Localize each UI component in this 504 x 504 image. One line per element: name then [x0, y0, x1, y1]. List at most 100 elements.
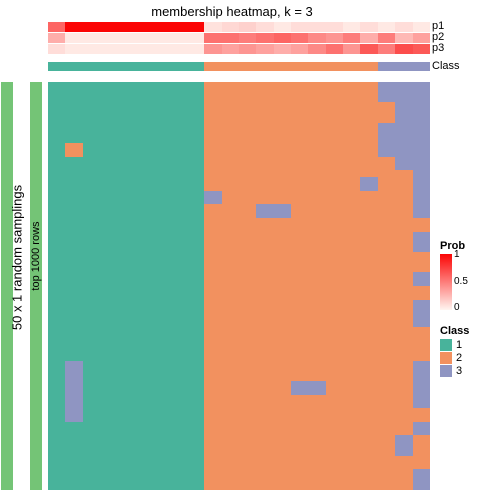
- heatmap-cell: [187, 293, 204, 300]
- heatmap-cell: [204, 374, 221, 381]
- heatmap-row: [48, 266, 430, 273]
- heatmap-cell: [291, 388, 308, 395]
- heatmap-cell: [83, 102, 100, 109]
- heatmap-cell: [378, 293, 395, 300]
- heatmap-cell: [308, 483, 325, 490]
- heatmap-cell: [135, 164, 152, 171]
- class-strip-label: Class: [432, 60, 460, 72]
- heatmap-cell: [222, 150, 239, 157]
- heatmap-cell: [83, 82, 100, 89]
- heatmap-cell: [222, 184, 239, 191]
- heatmap-cell: [326, 238, 343, 245]
- heatmap-cell: [170, 367, 187, 374]
- heatmap-cell: [256, 102, 273, 109]
- heatmap-cell: [135, 422, 152, 429]
- heatmap-cell: [360, 361, 377, 368]
- prob-cell: [326, 44, 343, 54]
- heatmap-row: [48, 170, 430, 177]
- heatmap-cell: [48, 211, 65, 218]
- heatmap-cell: [135, 476, 152, 483]
- heatmap-cell: [100, 177, 117, 184]
- heatmap-cell: [274, 293, 291, 300]
- heatmap-cell: [343, 333, 360, 340]
- heatmap-cell: [152, 150, 169, 157]
- heatmap-cell: [308, 415, 325, 422]
- heatmap-cell: [135, 184, 152, 191]
- heatmap-cell: [187, 157, 204, 164]
- heatmap-cell: [135, 306, 152, 313]
- heatmap-cell: [308, 347, 325, 354]
- heatmap-cell: [343, 483, 360, 490]
- heatmap-cell: [170, 381, 187, 388]
- heatmap-cell: [135, 198, 152, 205]
- heatmap-cell: [326, 327, 343, 334]
- prob-cell: [274, 33, 291, 43]
- heatmap-cell: [83, 361, 100, 368]
- heatmap-cell: [152, 109, 169, 116]
- prob-cell: [360, 22, 377, 32]
- heatmap-cell: [291, 204, 308, 211]
- heatmap-cell: [170, 218, 187, 225]
- heatmap-cell: [48, 238, 65, 245]
- heatmap-cell: [83, 143, 100, 150]
- heatmap-cell: [378, 429, 395, 436]
- heatmap-cell: [135, 136, 152, 143]
- heatmap-cell: [48, 89, 65, 96]
- heatmap-cell: [343, 442, 360, 449]
- heatmap-cell: [170, 157, 187, 164]
- heatmap-cell: [204, 238, 221, 245]
- heatmap-cell: [152, 252, 169, 259]
- heatmap-cell: [360, 435, 377, 442]
- heatmap-cell: [343, 102, 360, 109]
- heatmap-cell: [152, 300, 169, 307]
- heatmap-cell: [222, 252, 239, 259]
- heatmap-cell: [274, 483, 291, 490]
- heatmap-cell: [413, 367, 430, 374]
- heatmap-cell: [117, 381, 134, 388]
- heatmap-cell: [326, 456, 343, 463]
- heatmap-cell: [135, 116, 152, 123]
- heatmap-cell: [100, 211, 117, 218]
- heatmap-cell: [152, 184, 169, 191]
- heatmap-cell: [48, 456, 65, 463]
- heatmap-cell: [343, 415, 360, 422]
- heatmap-cell: [378, 313, 395, 320]
- heatmap-row: [48, 422, 430, 429]
- heatmap-cell: [152, 286, 169, 293]
- heatmap-cell: [135, 401, 152, 408]
- heatmap-cell: [274, 401, 291, 408]
- heatmap-cell: [378, 116, 395, 123]
- heatmap-cell: [413, 143, 430, 150]
- heatmap-cell: [256, 340, 273, 347]
- heatmap-cell: [222, 306, 239, 313]
- heatmap-cell: [100, 225, 117, 232]
- heatmap-cell: [308, 259, 325, 266]
- heatmap-cell: [117, 238, 134, 245]
- heatmap-cell: [308, 449, 325, 456]
- heatmap-cell: [187, 279, 204, 286]
- heatmap-cell: [308, 136, 325, 143]
- heatmap-cell: [135, 177, 152, 184]
- heatmap-cell: [152, 483, 169, 490]
- heatmap-cell: [360, 340, 377, 347]
- heatmap-cell: [395, 150, 412, 157]
- heatmap-cell: [152, 293, 169, 300]
- prob-strip-p3: [48, 44, 430, 54]
- heatmap-cell: [274, 123, 291, 130]
- heatmap-cell: [152, 422, 169, 429]
- heatmap-cell: [378, 89, 395, 96]
- heatmap-cell: [222, 340, 239, 347]
- heatmap-cell: [65, 395, 82, 402]
- heatmap-cell: [83, 211, 100, 218]
- heatmap-cell: [222, 82, 239, 89]
- heatmap-cell: [291, 238, 308, 245]
- heatmap-row: [48, 245, 430, 252]
- heatmap-cell: [187, 96, 204, 103]
- heatmap-cell: [360, 225, 377, 232]
- heatmap-cell: [170, 422, 187, 429]
- heatmap-cell: [239, 320, 256, 327]
- heatmap-cell: [222, 388, 239, 395]
- heatmap-row: [48, 381, 430, 388]
- heatmap-cell: [274, 225, 291, 232]
- heatmap-cell: [360, 401, 377, 408]
